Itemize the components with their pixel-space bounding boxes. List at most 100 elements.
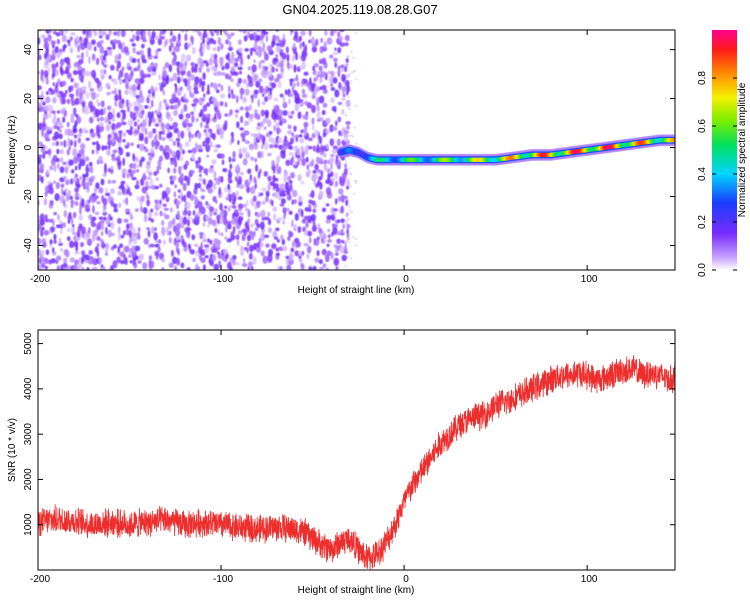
- spectrogram-cell: [350, 225, 352, 228]
- spectrogram-cell: [213, 211, 217, 216]
- spectrogram-cell: [66, 121, 70, 128]
- spectrogram-cell: [182, 241, 187, 248]
- spectrogram-cell: [48, 104, 54, 112]
- spectrogram-cell: [140, 206, 143, 213]
- spectrogram-cell: [128, 191, 133, 197]
- spectrogram-cell: [82, 70, 86, 77]
- spectrogram-cell: [255, 200, 261, 206]
- spectrogram-cell: [153, 55, 158, 60]
- spectrogram-cell: [106, 105, 112, 111]
- spectrogram-cell: [109, 165, 115, 170]
- spectrogram-cell: [246, 241, 250, 247]
- spectrogram-cell: [141, 186, 147, 194]
- spectrogram-cell: [73, 134, 78, 139]
- spectrogram-cell: [232, 225, 236, 235]
- spectrogram-cell: [288, 98, 291, 105]
- spectrogram-x-ticks: -200 -100 0 100: [30, 30, 598, 285]
- spectrogram-cell: [51, 141, 57, 146]
- spectrogram-cell: [153, 211, 159, 217]
- spectrogram-cell: [303, 78, 308, 84]
- spectrogram-cell: [326, 238, 332, 243]
- spectrogram-cell: [164, 145, 170, 152]
- spectrogram-cell: [85, 129, 89, 134]
- spectrogram-cell: [133, 67, 138, 72]
- spectrogram-cell: [276, 35, 280, 42]
- spectrogram-cell: [158, 132, 162, 141]
- spectrogram-cell: [275, 252, 280, 257]
- spectrogram-cell: [105, 226, 108, 235]
- spectrogram-cell: [94, 77, 100, 84]
- spectrogram-cell: [355, 238, 357, 240]
- spectrogram-cell: [138, 132, 144, 139]
- spectrogram-cell: [49, 30, 52, 34]
- spectrogram-cell: [227, 183, 231, 191]
- spectrogram-cell: [99, 85, 103, 92]
- spectrogram-cell: [248, 30, 254, 32]
- spectrogram-cell: [180, 234, 184, 241]
- spectrogram-cell: [87, 80, 92, 89]
- spectrogram-cell: [191, 65, 195, 73]
- spectrogram-cell: [47, 127, 54, 131]
- spectrogram-cell: [93, 46, 97, 52]
- spectrogram-cell: [341, 239, 345, 244]
- spectrogram-cell: [80, 226, 86, 235]
- spectrogram-cell: [38, 54, 42, 61]
- spectrogram-cell: [263, 50, 267, 57]
- colorbar-label: Normalized spectral amplitude: [737, 82, 748, 217]
- spectrogram-cell: [185, 113, 191, 119]
- spectrogram-cell: [330, 97, 335, 103]
- spectrogram-cell: [300, 262, 304, 268]
- spectrogram-cell: [216, 251, 220, 255]
- spectrogram-cell: [200, 195, 205, 200]
- spectrogram-cell: [40, 106, 46, 112]
- spectrogram-cell: [217, 70, 222, 76]
- spectrogram-cell: [252, 73, 259, 80]
- spectrogram-cell: [125, 223, 131, 229]
- spectrogram-cell: [182, 182, 187, 192]
- spectrogram-cell: [318, 136, 323, 144]
- spectrogram-cell: [189, 249, 195, 255]
- spectrogram-cell: [169, 105, 175, 110]
- spectrogram-cell: [172, 217, 176, 226]
- spectrogram-cell: [325, 203, 330, 207]
- spectrogram-cell: [325, 267, 329, 270]
- spectrogram-cell: [84, 181, 89, 190]
- spectrogram-cell: [341, 108, 345, 115]
- spectrogram-cell: [272, 206, 278, 212]
- spectrogram-cell: [110, 216, 113, 221]
- spectrogram-cell: [289, 81, 293, 87]
- spectrogram-cell: [122, 132, 127, 137]
- spectrogram-cell: [329, 157, 335, 163]
- spectrogram-cell: [194, 243, 199, 248]
- spectrogram-cell: [202, 72, 206, 81]
- spectrogram-cell: [343, 133, 349, 138]
- spectrogram-cell: [80, 198, 85, 207]
- spectrogram-cell: [175, 200, 181, 205]
- spectrogram-cell: [43, 229, 50, 236]
- spectrogram-cell: [251, 64, 257, 73]
- spectrogram-cell: [255, 51, 259, 56]
- spectrogram-cell: [137, 124, 140, 131]
- spectrogram-cell: [239, 106, 244, 111]
- spectrogram-cell: [234, 57, 240, 63]
- spectrogram-cell: [351, 71, 353, 74]
- spectrogram-cell: [253, 31, 257, 37]
- spectrogram-cell: [194, 142, 198, 150]
- spectrogram-cell: [339, 30, 345, 33]
- spectrogram-cell: [213, 263, 219, 270]
- spectrogram-cell: [50, 258, 57, 264]
- spectrogram-cell: [332, 223, 338, 228]
- spectrogram-cell: [168, 64, 173, 72]
- spectrogram-cell: [208, 166, 214, 174]
- spectrogram-cell: [226, 238, 232, 243]
- spectrogram-cell: [260, 59, 265, 64]
- spectrogram-cell: [80, 42, 86, 51]
- spectrogram-cell: [350, 173, 352, 176]
- spectrogram-cell: [176, 210, 180, 219]
- spectrogram-cell: [67, 265, 72, 270]
- spectrogram-cell: [58, 90, 64, 95]
- spectrogram-cell: [351, 135, 354, 138]
- spectrogram-cell: [178, 176, 184, 184]
- spectrogram-cell: [77, 87, 83, 93]
- y-tick-label: 20: [23, 93, 34, 105]
